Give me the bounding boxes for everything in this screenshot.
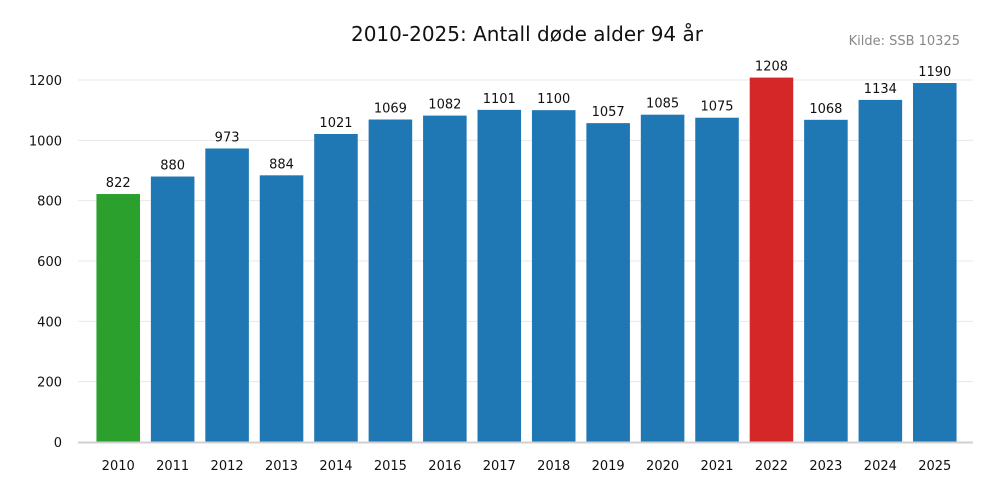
y-tick-label: 1000 [29,134,62,149]
x-tick-label-2014: 2014 [319,459,352,474]
data-label-2019: 1057 [592,105,625,120]
bar-2025 [913,83,957,443]
data-label-2017: 1101 [483,92,516,107]
bar-2018 [531,110,576,443]
data-label-2022: 1208 [755,60,788,75]
data-label-2011: 880 [160,159,185,174]
x-tick-label-2020: 2020 [646,459,679,474]
bar-2011 [150,176,195,443]
bar-2016 [423,115,467,442]
y-tick-label: 600 [37,255,62,270]
bar-2010 [96,194,140,442]
x-tick-label-2011: 2011 [156,459,189,474]
data-label-2015: 1069 [374,102,407,117]
x-tick-label-2024: 2024 [864,459,897,474]
data-label-2018: 1100 [537,92,570,107]
bar-2022 [749,77,794,442]
x-tick-label-2019: 2019 [592,459,625,474]
source-note: Kilde: SSB 10325 [848,34,960,49]
y-tick-label: 0 [54,436,62,451]
bar-2012 [205,148,249,442]
x-tick-label-2023: 2023 [809,459,842,474]
data-label-2020: 1085 [646,97,679,112]
x-tick-label-2010: 2010 [102,459,135,474]
x-tick-label-2017: 2017 [483,459,516,474]
axes: 0 200 400 600 800 1000 1200 2010 2011 2012 2013 201… [29,74,973,474]
bar-2013 [259,175,304,442]
data-label-2013: 884 [269,157,294,172]
data-label-2024: 1134 [864,82,897,97]
x-tick-label-2022: 2022 [755,459,788,474]
x-tick-label-2012: 2012 [211,459,244,474]
x-tick-label-2016: 2016 [428,459,461,474]
x-tick-label-2018: 2018 [537,459,570,474]
bar-2017 [477,109,522,443]
y-tick-label: 800 [37,195,62,210]
data-label-2021: 1075 [700,100,733,115]
bars [96,77,957,443]
bar-2024 [858,99,903,442]
bar-2020 [640,114,685,443]
data-labels: 822 880 973 884 1021 1069 1082 1101 1100 1057 1085… [106,60,952,191]
bar-2015 [368,119,413,442]
data-label-2012: 973 [215,130,240,145]
data-label-2025: 1190 [918,65,951,80]
bar-2023 [804,119,848,442]
data-label-2014: 1021 [319,116,352,131]
bar-2021 [695,117,739,442]
chart-title: 2010-2025: Antall døde alder 94 år [350,22,703,46]
x-tick-label-2013: 2013 [265,459,298,474]
y-tick-label: 200 [37,376,62,391]
x-tick-label-2021: 2021 [700,459,733,474]
y-tick-label: 1200 [29,74,62,89]
y-tick-label: 400 [37,315,62,330]
x-tick-label-2025: 2025 [918,459,951,474]
bar-2014 [314,133,358,442]
data-label-2023: 1068 [809,102,842,117]
bar-2019 [586,123,630,442]
data-label-2016: 1082 [428,98,461,113]
data-label-2010: 822 [106,176,131,191]
x-tick-label-2015: 2015 [374,459,407,474]
